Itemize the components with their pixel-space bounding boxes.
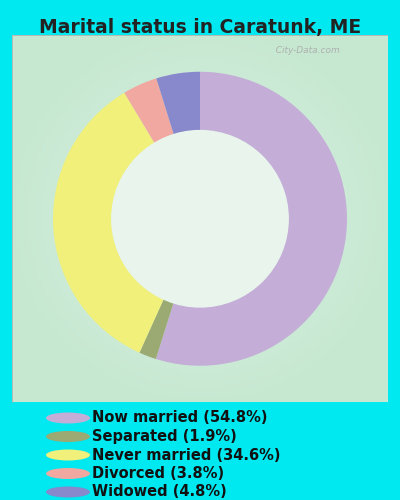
Wedge shape — [156, 72, 347, 366]
Circle shape — [112, 130, 288, 307]
Wedge shape — [124, 78, 174, 143]
Circle shape — [46, 412, 90, 424]
Text: Marital status in Caratunk, ME: Marital status in Caratunk, ME — [39, 18, 361, 36]
Text: Never married (34.6%): Never married (34.6%) — [92, 448, 280, 462]
Text: City-Data.com: City-Data.com — [270, 46, 340, 55]
Circle shape — [46, 431, 90, 442]
Wedge shape — [156, 72, 200, 134]
Text: Separated (1.9%): Separated (1.9%) — [92, 429, 237, 444]
Text: Widowed (4.8%): Widowed (4.8%) — [92, 484, 227, 500]
Circle shape — [46, 450, 90, 460]
Wedge shape — [53, 92, 164, 352]
Circle shape — [46, 468, 90, 479]
Text: Now married (54.8%): Now married (54.8%) — [92, 410, 268, 426]
Text: Divorced (3.8%): Divorced (3.8%) — [92, 466, 224, 481]
Wedge shape — [140, 299, 174, 359]
Circle shape — [46, 486, 90, 498]
